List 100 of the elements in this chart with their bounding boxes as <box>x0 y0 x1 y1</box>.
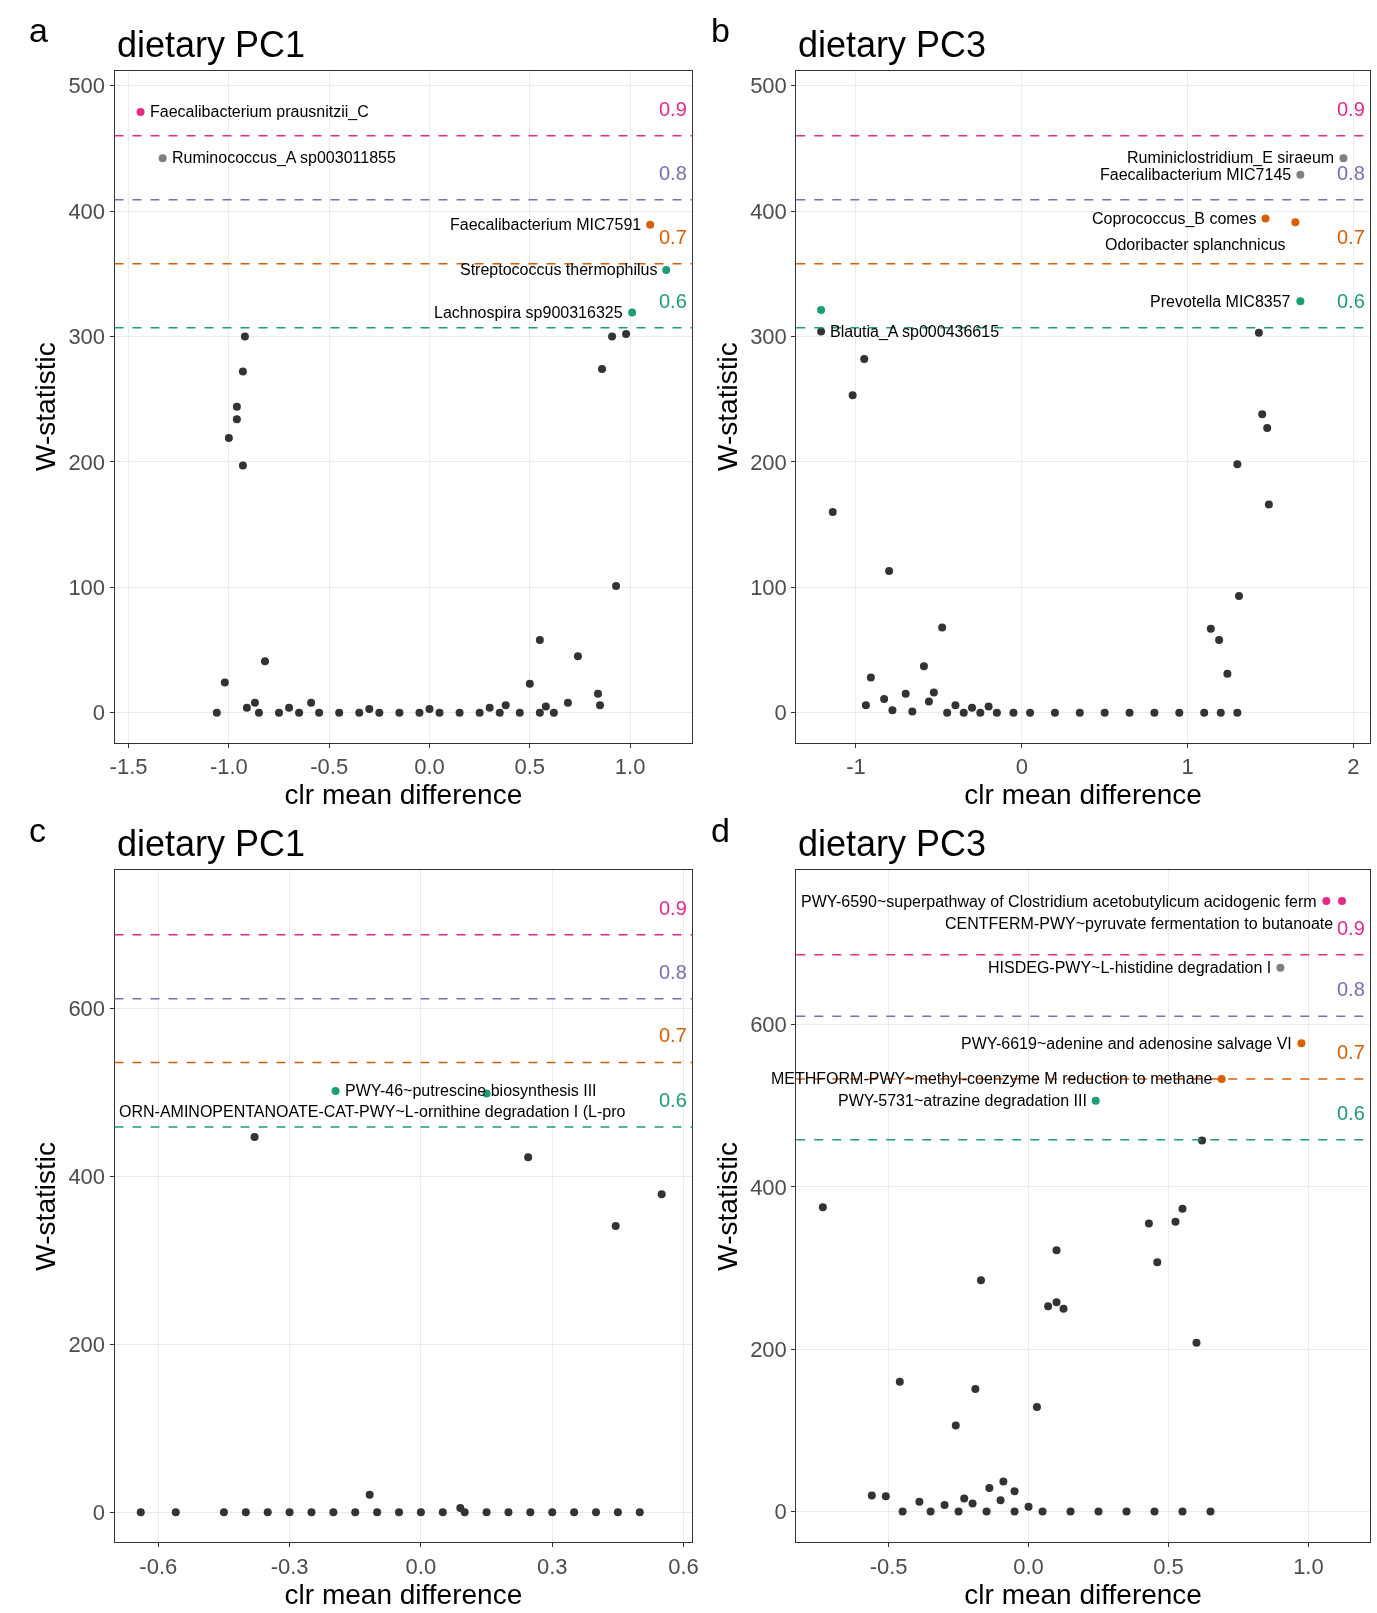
point <box>535 708 544 717</box>
point <box>355 708 364 717</box>
y-tick-label: 500 <box>68 73 106 99</box>
y-tick-label: 400 <box>68 1164 106 1190</box>
y-tick-label: 500 <box>750 73 787 99</box>
point <box>828 508 837 516</box>
point <box>438 1508 447 1517</box>
annotation: 0.6 <box>659 290 687 312</box>
text: d <box>711 811 730 849</box>
text: c <box>29 811 46 849</box>
point <box>985 1484 994 1493</box>
point <box>635 1508 644 1517</box>
point <box>1052 1298 1061 1307</box>
point <box>455 708 464 717</box>
point <box>1066 1507 1075 1516</box>
y-tick-label: 400 <box>750 1174 787 1200</box>
point <box>1297 1039 1306 1048</box>
point <box>951 701 960 710</box>
point <box>919 662 928 671</box>
annotation: 0.7 <box>1337 226 1365 248</box>
point <box>1122 1507 1131 1516</box>
point <box>1024 1502 1033 1511</box>
point <box>1192 1338 1201 1347</box>
point <box>860 354 869 363</box>
y-tick-label: 600 <box>68 996 106 1022</box>
chart-title: dietary PC3 <box>798 24 987 65</box>
point <box>525 679 534 688</box>
x-axis-title: clr mean difference <box>964 1578 1202 1610</box>
point <box>888 706 897 715</box>
x-tick-label: 0 <box>1015 754 1028 780</box>
x-tick-label: -1.0 <box>209 754 248 780</box>
point <box>971 1385 980 1394</box>
point <box>1150 1507 1159 1516</box>
point <box>435 708 444 717</box>
point <box>232 402 241 411</box>
point <box>657 1190 666 1199</box>
point <box>365 1490 374 1499</box>
point <box>1153 1258 1162 1267</box>
point <box>535 635 544 644</box>
annotation: 0.9 <box>659 98 687 120</box>
annotation: PWY-5731~atrazine degradation III <box>838 1092 1087 1109</box>
point <box>996 1496 1005 1505</box>
point <box>596 701 605 710</box>
point <box>866 673 875 682</box>
point <box>1206 624 1215 633</box>
x-tick-label: -0.6 <box>139 1553 178 1579</box>
point <box>373 1508 382 1517</box>
point <box>335 708 344 717</box>
annotation: PWY-6619~adenine and adenosine salvage VI <box>961 1035 1292 1052</box>
point <box>375 708 384 717</box>
point <box>263 1508 272 1517</box>
y-tick-label: 200 <box>750 449 787 475</box>
annotation: 0.7 <box>659 1024 687 1046</box>
point <box>570 1508 579 1517</box>
y-tick-label: 0 <box>774 700 787 726</box>
x-axis-title: clr mean difference <box>964 779 1202 811</box>
point <box>475 708 484 717</box>
chart-title: dietary PC1 <box>117 823 306 864</box>
point <box>351 1508 360 1517</box>
annotation: Faecalibacterium MIC7145 <box>1100 166 1292 183</box>
point <box>598 365 607 374</box>
point <box>250 1133 259 1142</box>
point <box>425 704 434 713</box>
point <box>1052 1246 1061 1255</box>
annotation: Coprococcus_B comes <box>1092 210 1257 228</box>
point <box>482 1508 491 1517</box>
y-tick-label: 400 <box>68 198 106 224</box>
x-tick-label: 1.0 <box>614 754 646 780</box>
point <box>880 694 889 703</box>
point <box>960 1494 969 1503</box>
point <box>613 1508 622 1517</box>
x-tick-label: 0.0 <box>405 1553 437 1579</box>
point <box>1291 218 1300 227</box>
point <box>984 702 993 711</box>
point <box>1264 500 1273 509</box>
y-tick-label: 100 <box>750 574 787 600</box>
x-tick-label: -0.5 <box>869 1553 908 1579</box>
x-tick-label: 2 <box>1347 754 1360 780</box>
point <box>951 1421 960 1430</box>
point <box>982 1507 991 1516</box>
x-tick-label: 0.5 <box>514 754 546 780</box>
point <box>240 332 249 341</box>
y-tick-label: 100 <box>68 574 106 600</box>
point <box>1339 154 1348 163</box>
point <box>219 1508 228 1517</box>
point <box>885 566 894 575</box>
point <box>1296 297 1305 306</box>
chart-title: dietary PC1 <box>117 24 306 65</box>
point <box>1223 669 1232 678</box>
point <box>254 708 263 717</box>
annotation: Lachnospira sp900316325 <box>434 304 623 321</box>
annotation: 0.6 <box>1337 290 1365 312</box>
point <box>158 154 167 163</box>
point <box>504 1508 513 1517</box>
point <box>881 1492 890 1501</box>
point <box>861 701 870 710</box>
point <box>976 1276 985 1285</box>
y-tick-label: 200 <box>68 449 106 475</box>
x-tick-label: 1 <box>1181 754 1194 780</box>
annotation: 0.6 <box>659 1089 687 1111</box>
